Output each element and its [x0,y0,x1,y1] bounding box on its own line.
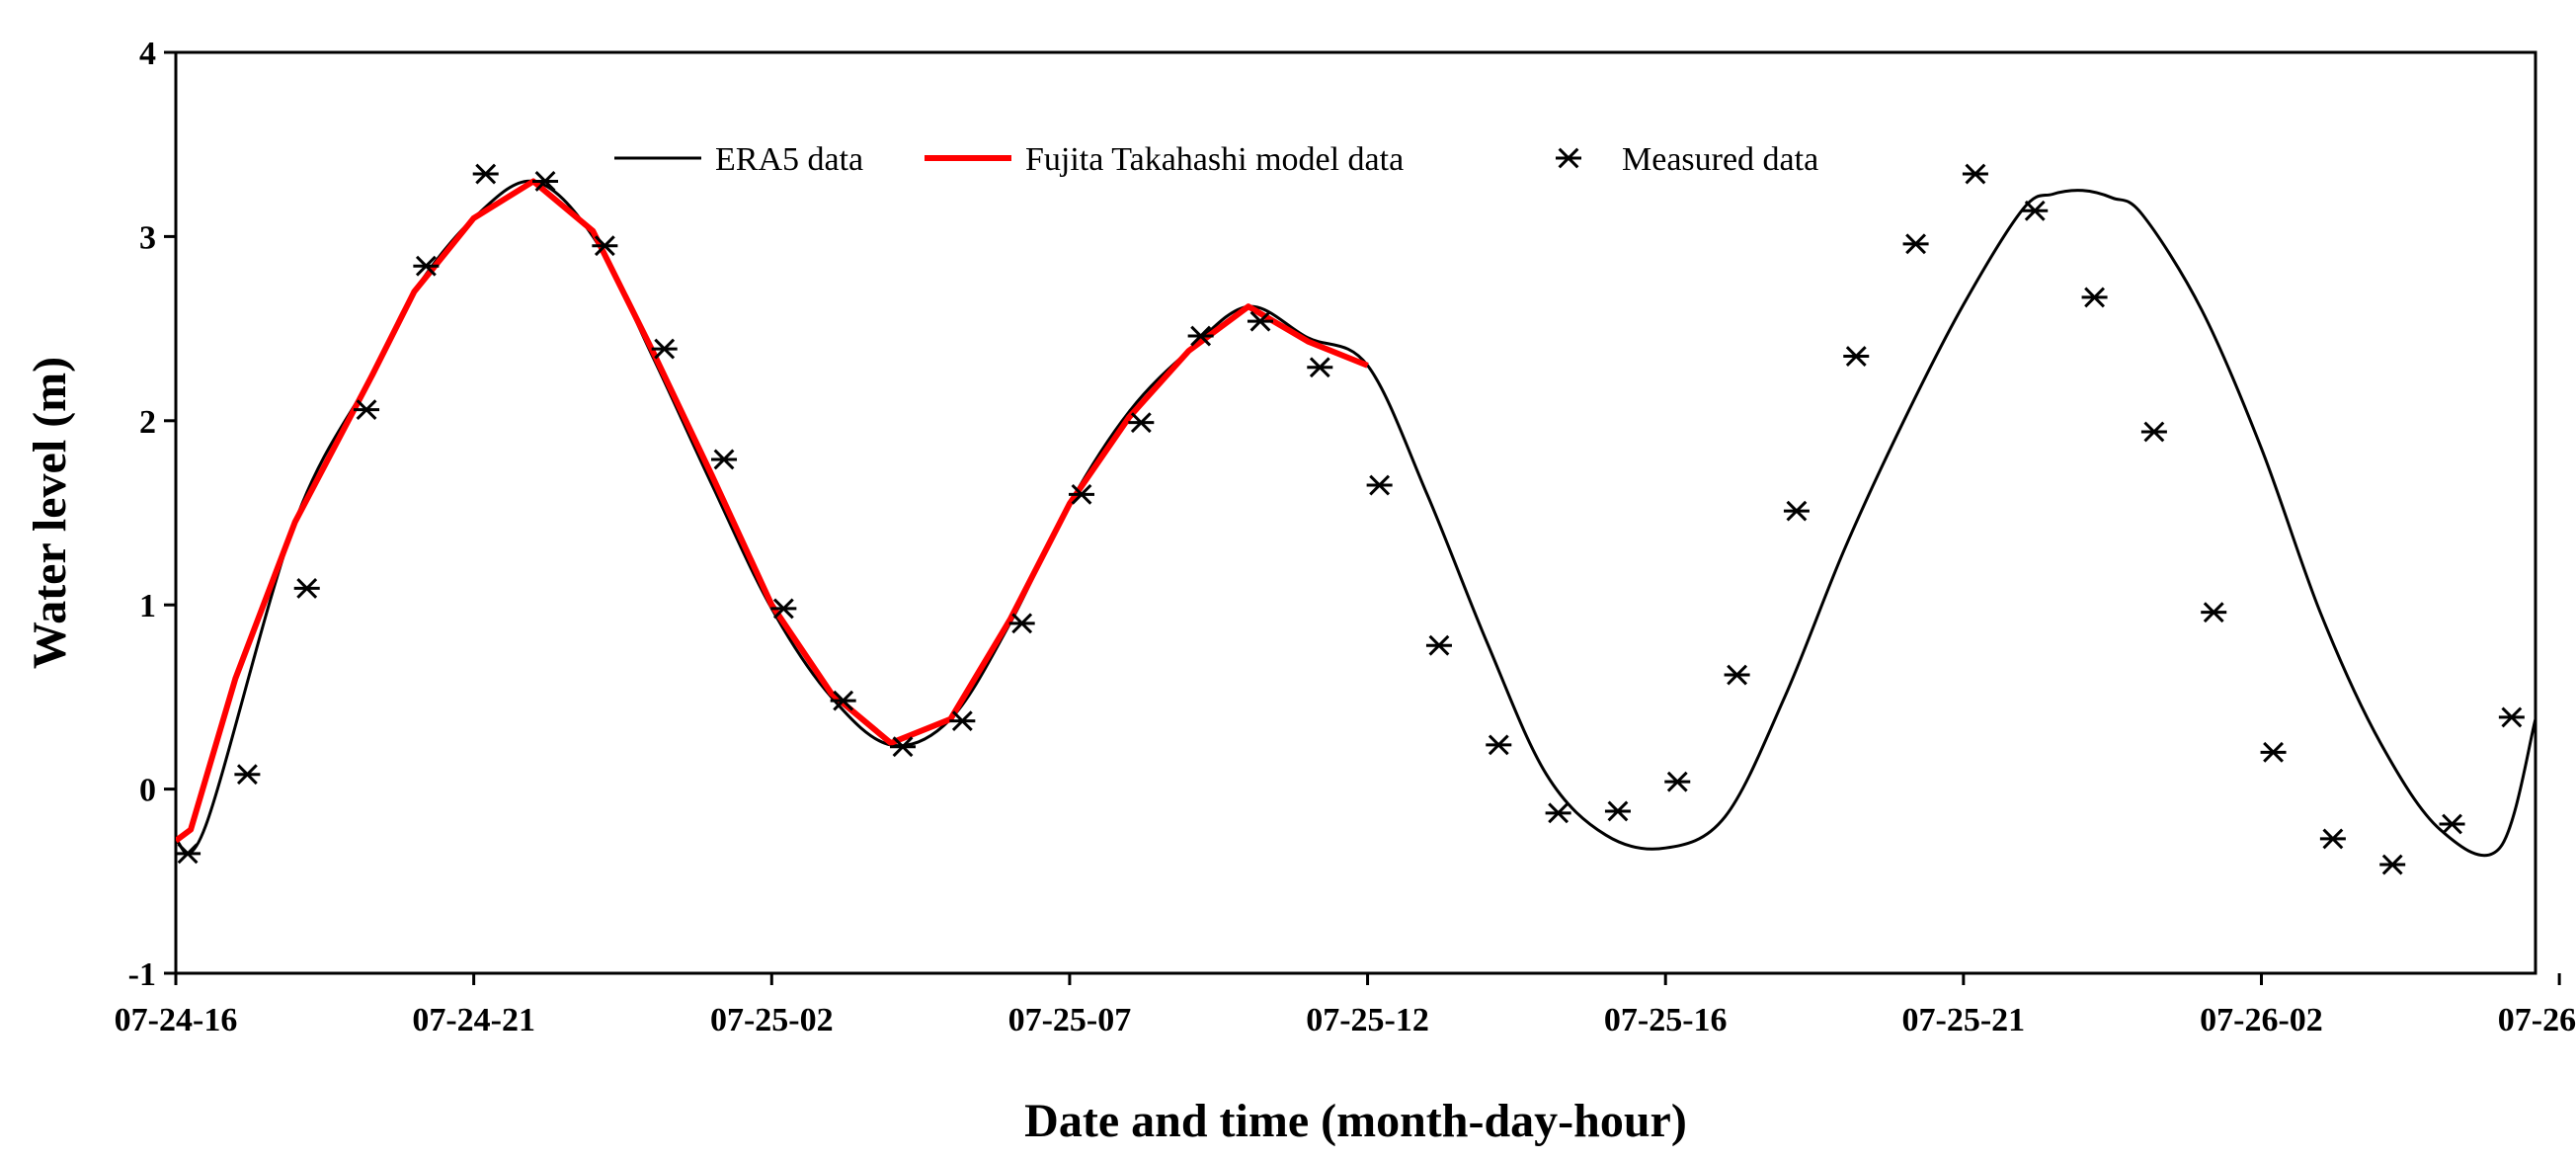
y-tick-label: 4 [139,36,156,72]
y-tick-label: 1 [139,588,156,624]
measured-point [1902,233,1929,255]
legend-label: Fujita Takahashi model data [1025,141,1404,178]
measured-point [1128,412,1155,434]
series-lines [176,178,2536,858]
measured-point [1366,474,1393,496]
measured-point [1247,310,1273,332]
measured-markers [176,163,2525,875]
x-tick-label: 07-25-02 [710,1002,834,1038]
legend: ERA5 data Fujita Takahashi model data Meas… [614,141,1818,178]
measured-point [1545,802,1571,824]
x-tick-label: 07-26-02 [2200,1002,2323,1038]
measured-point [1187,325,1214,347]
x-tick-label: 07-24-21 [412,1002,535,1038]
plot-area-frame [174,50,2537,975]
measured-point [2319,828,2346,850]
x-axis-title: Date and time (month-day-hour) [1024,1095,1687,1147]
measured-point [2140,421,2167,443]
measured-point [1486,734,1512,756]
x-tick-label: 07-25-07 [1008,1002,1132,1038]
measured-point [472,163,499,185]
measured-point [1664,771,1691,792]
measured-point [293,578,320,599]
measured-point [2201,602,2227,623]
measured-point [711,449,738,470]
measured-point [592,235,618,257]
y-tick-label: 0 [139,773,156,809]
y-tick-label: 2 [139,404,156,441]
y-axis-ticks: -1 0 1 2 3 4 [128,36,176,993]
measured-point [1604,800,1631,822]
series-line-fujita-takahashi [176,178,1369,844]
measured-point [1307,357,1333,378]
measured-point [890,736,917,758]
measured-point [949,710,976,732]
measured-point [2022,200,2049,221]
measured-point [2439,813,2465,835]
measured-point [1425,634,1452,656]
legend-label: Measured data [1622,141,1818,178]
measured-point [1008,613,1035,634]
measured-point [1068,483,1094,505]
x-axis-ticks: 07-24-16 07-24-21 07-25-02 07-25-07 07-25-12… [115,973,2576,1038]
series-line-era5 [176,179,2536,858]
measured-point [176,843,201,865]
measured-point [2498,706,2525,728]
measured-point [413,255,440,277]
measured-point [1724,664,1750,686]
x-tick-label: 07-25-21 [1902,1002,2026,1038]
y-tick-label: 3 [139,219,156,256]
x-tick-label: 07-26-07 [2498,1002,2576,1038]
measured-point [2260,741,2287,763]
legend-label: ERA5 data [715,141,863,178]
y-axis-title: Water level (m) [24,357,76,669]
measured-point [532,171,559,192]
measured-point [830,690,856,711]
y-tick-label: -1 [128,956,156,993]
measured-point [354,399,380,421]
x-tick-label: 07-24-16 [115,1002,238,1038]
x-tick-label: 07-25-16 [1604,1002,1728,1038]
x-tick-label: 07-25-12 [1306,1002,1429,1038]
measured-point [1783,500,1810,522]
measured-point [770,598,797,620]
measured-point [2081,287,2108,308]
measured-point [234,764,261,786]
measured-point [2379,854,2406,875]
measured-point [1843,346,1870,367]
measured-point [651,338,678,360]
measured-point [1962,163,1988,185]
legend-swatch [1556,147,1581,169]
